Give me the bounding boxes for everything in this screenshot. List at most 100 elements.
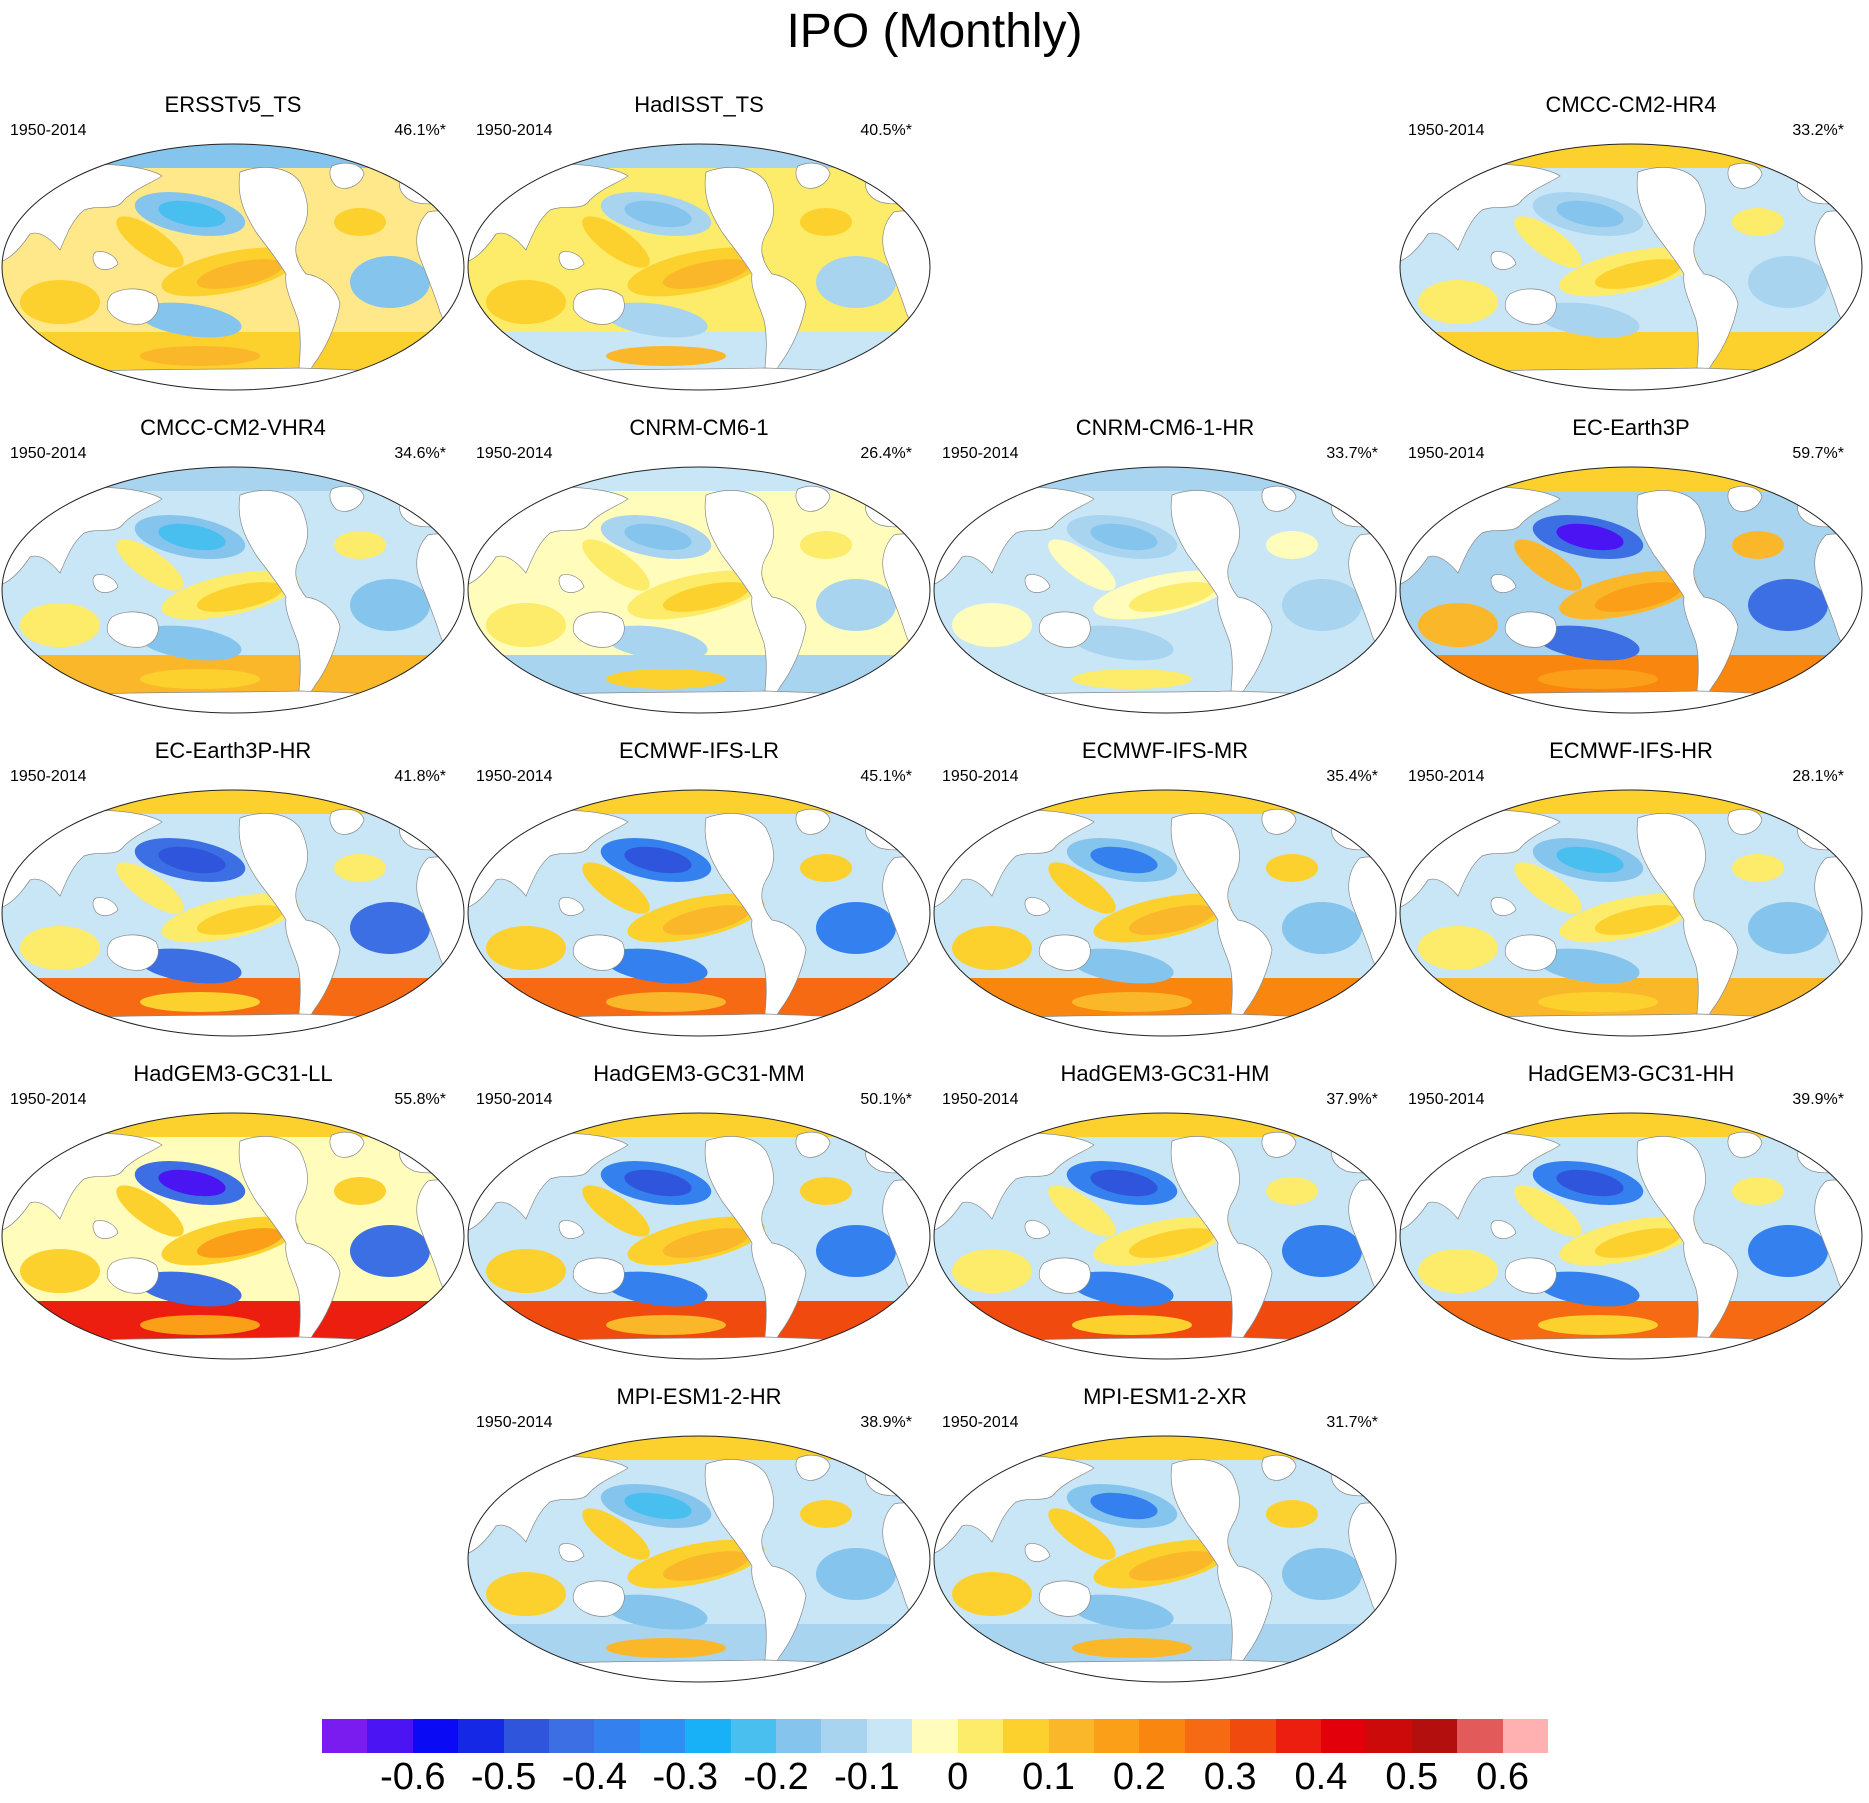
map-panel: ECMWF-IFS-MR 1950-2014 35.4%* <box>932 738 1398 1038</box>
colorbar-bin <box>322 1719 368 1753</box>
panel-title: ECMWF-IFS-LR <box>618 738 780 763</box>
panel-variance-percent: 40.5%* <box>860 122 912 139</box>
world-map <box>1 143 465 391</box>
panel-period: 1950-2014 <box>10 768 87 785</box>
map-panel: ECMWF-IFS-LR 1950-2014 45.1%* <box>466 738 932 1038</box>
colorbar-tick-label: 0.5 <box>1385 1756 1439 1798</box>
colorbar-bin <box>503 1719 550 1753</box>
panel-title: ERSSTv5_TS <box>164 92 302 117</box>
colorbar-bin <box>1366 1719 1413 1753</box>
colorbar-labels: -0.6 -0.5 -0.4 -0.3 -0.2 -0.1 0 0.1 0.2 0.3 0.4 0.5… <box>322 1755 1548 1803</box>
panel-variance-percent: 46.1%* <box>394 122 446 139</box>
colorbar-bin <box>549 1719 595 1753</box>
panel-period: 1950-2014 <box>476 1414 553 1431</box>
world-map <box>1399 1112 1863 1360</box>
world-map <box>1 1112 465 1360</box>
colorbar-bin <box>685 1719 732 1753</box>
colorbar-bin <box>1139 1719 1186 1753</box>
colorbar-tick-label: 0.6 <box>1476 1756 1529 1798</box>
colorbar-bin <box>866 1719 913 1753</box>
map-panel: ERSSTv5_TS 1950-2014 46.1%* <box>0 92 466 392</box>
panel-variance-percent: 50.1%* <box>860 1091 912 1108</box>
panel-period: 1950-2014 <box>942 1414 1019 1431</box>
panel-period: 1950-2014 <box>942 768 1019 785</box>
colorbar-bin <box>1048 1719 1095 1753</box>
colorbar-tick-label: 0 <box>947 1756 969 1798</box>
panel-title: HadGEM3-GC31-HH <box>1527 1061 1735 1086</box>
map-panel: HadISST_TS 1950-2014 40.5%* <box>466 92 932 392</box>
panel-variance-percent: 34.6%* <box>394 445 446 462</box>
panel-period: 1950-2014 <box>10 1091 87 1108</box>
colorbar-bin <box>367 1719 414 1753</box>
panel-period: 1950-2014 <box>942 445 1019 462</box>
panel-variance-percent: 35.4%* <box>1326 768 1378 785</box>
map-panel: CMCC-CM2-VHR4 1950-2014 34.6%* <box>0 415 466 715</box>
colorbar-bin <box>1411 1719 1458 1753</box>
world-map <box>1 789 465 1037</box>
panel-variance-percent: 45.1%* <box>860 768 912 785</box>
colorbar-bin <box>1184 1719 1231 1753</box>
colorbar-bin <box>730 1719 777 1753</box>
panel-period: 1950-2014 <box>1408 122 1485 139</box>
panel-period: 1950-2014 <box>1408 445 1485 462</box>
colorbar-bin <box>1320 1719 1367 1753</box>
map-panel: MPI-ESM1-2-HR 1950-2014 38.9%* <box>466 1384 932 1684</box>
panel-variance-percent: 33.7%* <box>1326 445 1378 462</box>
panel-variance-percent: 39.9%* <box>1792 1091 1844 1108</box>
world-map <box>467 789 931 1037</box>
map-panel: CNRM-CM6-1-HR 1950-2014 33.7%* <box>932 415 1398 715</box>
panel-title: CMCC-CM2-HR4 <box>1545 92 1717 117</box>
map-panel: HadGEM3-GC31-MM 1950-2014 50.1%* <box>466 1061 932 1361</box>
panel-variance-percent: 59.7%* <box>1792 445 1844 462</box>
colorbar-tick-label: -0.4 <box>561 1756 628 1798</box>
panel-title: MPI-ESM1-2-HR <box>616 1384 782 1409</box>
colorbar-bin <box>1275 1719 1322 1753</box>
figure-title: IPO (Monthly) <box>786 5 1083 58</box>
colorbar-tick-label: -0.6 <box>380 1756 446 1798</box>
panel-variance-percent: 31.7%* <box>1326 1414 1378 1431</box>
colorbar-tick-label: 0.3 <box>1203 1756 1257 1798</box>
map-panel: ECMWF-IFS-HR 1950-2014 28.1%* <box>1398 738 1864 1038</box>
panel-title: HadGEM3-GC31-HM <box>1060 1061 1270 1086</box>
colorbar-tick-label: -0.1 <box>834 1756 900 1798</box>
panel-period: 1950-2014 <box>476 445 553 462</box>
colorbar-bin <box>639 1719 686 1753</box>
panel-title: ECMWF-IFS-MR <box>1081 738 1249 763</box>
colorbar-bin <box>412 1719 459 1753</box>
world-map <box>467 466 931 714</box>
colorbar-bin <box>1230 1719 1277 1753</box>
colorbar-bin <box>776 1719 822 1753</box>
panel-period: 1950-2014 <box>10 445 87 462</box>
world-map <box>1399 466 1863 714</box>
colorbar-bin <box>458 1719 505 1753</box>
colorbar-tick-label: 0.1 <box>1022 1756 1075 1798</box>
world-map <box>467 1112 931 1360</box>
map-panel: EC-Earth3P 1950-2014 59.7%* <box>1398 415 1864 715</box>
world-map <box>467 1435 931 1683</box>
colorbar-bin <box>821 1719 868 1753</box>
panel-period: 1950-2014 <box>1408 1091 1485 1108</box>
panel-period: 1950-2014 <box>1408 768 1485 785</box>
panel-title: HadGEM3-GC31-LL <box>133 1061 333 1086</box>
panel-title: EC-Earth3P-HR <box>154 738 312 763</box>
panel-variance-percent: 38.9%* <box>860 1414 912 1431</box>
map-panel: MPI-ESM1-2-XR 1950-2014 31.7%* <box>932 1384 1398 1684</box>
colorbar-bin <box>1093 1719 1140 1753</box>
panel-period: 1950-2014 <box>10 122 87 139</box>
panel-period: 1950-2014 <box>476 122 553 139</box>
map-panel: CNRM-CM6-1 1950-2014 26.4%* <box>466 415 932 715</box>
world-map <box>933 466 1397 714</box>
colorbar-bin <box>594 1719 641 1753</box>
panel-period: 1950-2014 <box>476 1091 553 1108</box>
panel-period: 1950-2014 <box>476 768 553 785</box>
panel-variance-percent: 28.1%* <box>1792 768 1844 785</box>
colorbar-tick-label: -0.5 <box>470 1756 537 1798</box>
colorbar-tick-label: 0.2 <box>1112 1756 1166 1798</box>
world-map <box>933 789 1397 1037</box>
map-panel: EC-Earth3P-HR 1950-2014 41.8%* <box>0 738 466 1038</box>
panel-title: EC-Earth3P <box>1572 415 1690 440</box>
world-map <box>933 1435 1397 1683</box>
colorbar-bin <box>1003 1719 1050 1753</box>
panel-title: HadISST_TS <box>634 92 764 117</box>
colorbar-bin <box>912 1719 959 1753</box>
